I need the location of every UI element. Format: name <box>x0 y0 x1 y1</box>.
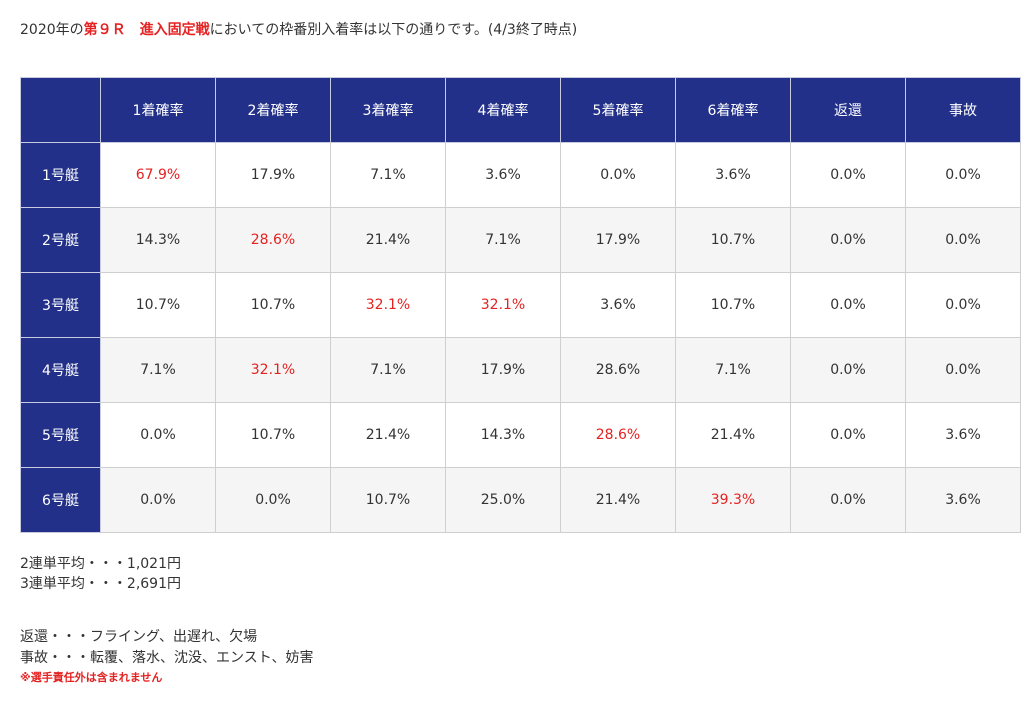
table-corner <box>20 77 101 143</box>
rate-cell: 7.1% <box>330 142 446 208</box>
table-row: 1号艇 67.9% 17.9% 7.1% 3.6% 0.0% 3.6% 0.0% 0.0% <box>20 142 1021 208</box>
boat-label: 5号艇 <box>20 402 101 468</box>
rate-cell: 32.1% <box>445 272 561 338</box>
rate-cell: 0.0% <box>905 142 1021 208</box>
rate-cell: 21.4% <box>330 207 446 273</box>
rate-cell: 32.1% <box>215 337 331 403</box>
column-header: 1着確率 <box>100 77 216 143</box>
rate-cell: 10.7% <box>100 272 216 338</box>
rate-cell: 7.1% <box>445 207 561 273</box>
rate-cell: 67.9% <box>100 142 216 208</box>
caution-note: ※選手責任外は含まれません <box>20 671 163 684</box>
table-header-row: 1着確率 2着確率 3着確率 4着確率 5着確率 6着確率 返還 事故 <box>20 77 1021 143</box>
rate-cell: 0.0% <box>790 467 906 533</box>
rate-cell: 0.0% <box>905 272 1021 338</box>
rate-cell: 7.1% <box>100 337 216 403</box>
intro-suffix: においての枠番別入着率は以下の通りです。(4/3終了時点) <box>209 22 578 38</box>
finish-rate-table: 1着確率 2着確率 3着確率 4着確率 5着確率 6着確率 返還 事故 1号艇 6… <box>20 77 1021 533</box>
column-header: 2着確率 <box>215 77 331 143</box>
table-row: 5号艇 0.0% 10.7% 21.4% 14.3% 28.6% 21.4% 0.0% 3.6% <box>20 402 1021 468</box>
table-row: 6号艇 0.0% 0.0% 10.7% 25.0% 21.4% 39.3% 0.0% 3.6% <box>20 467 1021 533</box>
rate-cell: 21.4% <box>675 402 791 468</box>
rate-cell: 0.0% <box>560 142 676 208</box>
table-row: 2号艇 14.3% 28.6% 21.4% 7.1% 17.9% 10.7% 0.0% 0.0% <box>20 207 1021 273</box>
column-header: 5着確率 <box>560 77 676 143</box>
payout-averages: 2連単平均・・・1,021円 3連単平均・・・2,691円 <box>20 554 181 594</box>
rate-cell: 17.9% <box>445 337 561 403</box>
refund-note: 返還・・・フライング、出遅れ、欠場 <box>20 629 258 645</box>
rate-cell: 3.6% <box>675 142 791 208</box>
rate-cell: 17.9% <box>215 142 331 208</box>
column-header: 事故 <box>905 77 1021 143</box>
rate-cell: 17.9% <box>560 207 676 273</box>
rate-cell: 3.6% <box>905 402 1021 468</box>
rate-cell: 28.6% <box>215 207 331 273</box>
rate-cell: 10.7% <box>675 207 791 273</box>
rate-cell: 0.0% <box>790 272 906 338</box>
rate-cell: 14.3% <box>100 207 216 273</box>
intro-prefix: 2020年の <box>20 22 84 38</box>
rate-cell: 10.7% <box>215 272 331 338</box>
table-row: 4号艇 7.1% 32.1% 7.1% 17.9% 28.6% 7.1% 0.0% 0.0% <box>20 337 1021 403</box>
rate-cell: 10.7% <box>215 402 331 468</box>
boat-label: 3号艇 <box>20 272 101 338</box>
definitions-notes: 返還・・・フライング、出遅れ、欠場 事故・・・転覆、落水、沈没、エンスト、妨害 … <box>20 627 313 687</box>
intro-text: 2020年の第９Ｒ 進入固定戦においての枠番別入着率は以下の通りです。(4/3終… <box>20 20 577 40</box>
rate-cell: 21.4% <box>330 402 446 468</box>
exacta-average: 2連単平均・・・1,021円 <box>20 556 181 572</box>
rate-cell: 0.0% <box>100 402 216 468</box>
rate-cell: 7.1% <box>675 337 791 403</box>
rate-cell: 0.0% <box>790 142 906 208</box>
rate-cell: 32.1% <box>330 272 446 338</box>
rate-cell: 7.1% <box>330 337 446 403</box>
race-number: 第９Ｒ <box>83 22 126 38</box>
column-header: 6着確率 <box>675 77 791 143</box>
boat-label: 1号艇 <box>20 142 101 208</box>
rate-cell: 0.0% <box>905 337 1021 403</box>
rate-cell: 0.0% <box>215 467 331 533</box>
boat-label: 2号艇 <box>20 207 101 273</box>
rate-cell: 0.0% <box>790 207 906 273</box>
rate-cell: 3.6% <box>905 467 1021 533</box>
rate-cell: 10.7% <box>330 467 446 533</box>
intro-gap <box>126 22 140 38</box>
rate-cell: 0.0% <box>100 467 216 533</box>
rate-cell: 10.7% <box>675 272 791 338</box>
rate-cell: 3.6% <box>560 272 676 338</box>
trifecta-average: 3連単平均・・・2,691円 <box>20 576 181 592</box>
rate-cell: 3.6% <box>445 142 561 208</box>
race-type: 進入固定戦 <box>139 22 210 38</box>
rate-cell: 28.6% <box>560 337 676 403</box>
column-header: 返還 <box>790 77 906 143</box>
column-header: 3着確率 <box>330 77 446 143</box>
rate-cell: 25.0% <box>445 467 561 533</box>
rate-cell: 0.0% <box>905 207 1021 273</box>
table-row: 3号艇 10.7% 10.7% 32.1% 32.1% 3.6% 10.7% 0.0% 0.0% <box>20 272 1021 338</box>
accident-note: 事故・・・転覆、落水、沈没、エンスト、妨害 <box>20 650 314 666</box>
rate-cell: 39.3% <box>675 467 791 533</box>
rate-cell: 0.0% <box>790 402 906 468</box>
rate-cell: 14.3% <box>445 402 561 468</box>
rate-cell: 0.0% <box>790 337 906 403</box>
boat-label: 4号艇 <box>20 337 101 403</box>
boat-label: 6号艇 <box>20 467 101 533</box>
column-header: 4着確率 <box>445 77 561 143</box>
rate-cell: 21.4% <box>560 467 676 533</box>
rate-cell: 28.6% <box>560 402 676 468</box>
